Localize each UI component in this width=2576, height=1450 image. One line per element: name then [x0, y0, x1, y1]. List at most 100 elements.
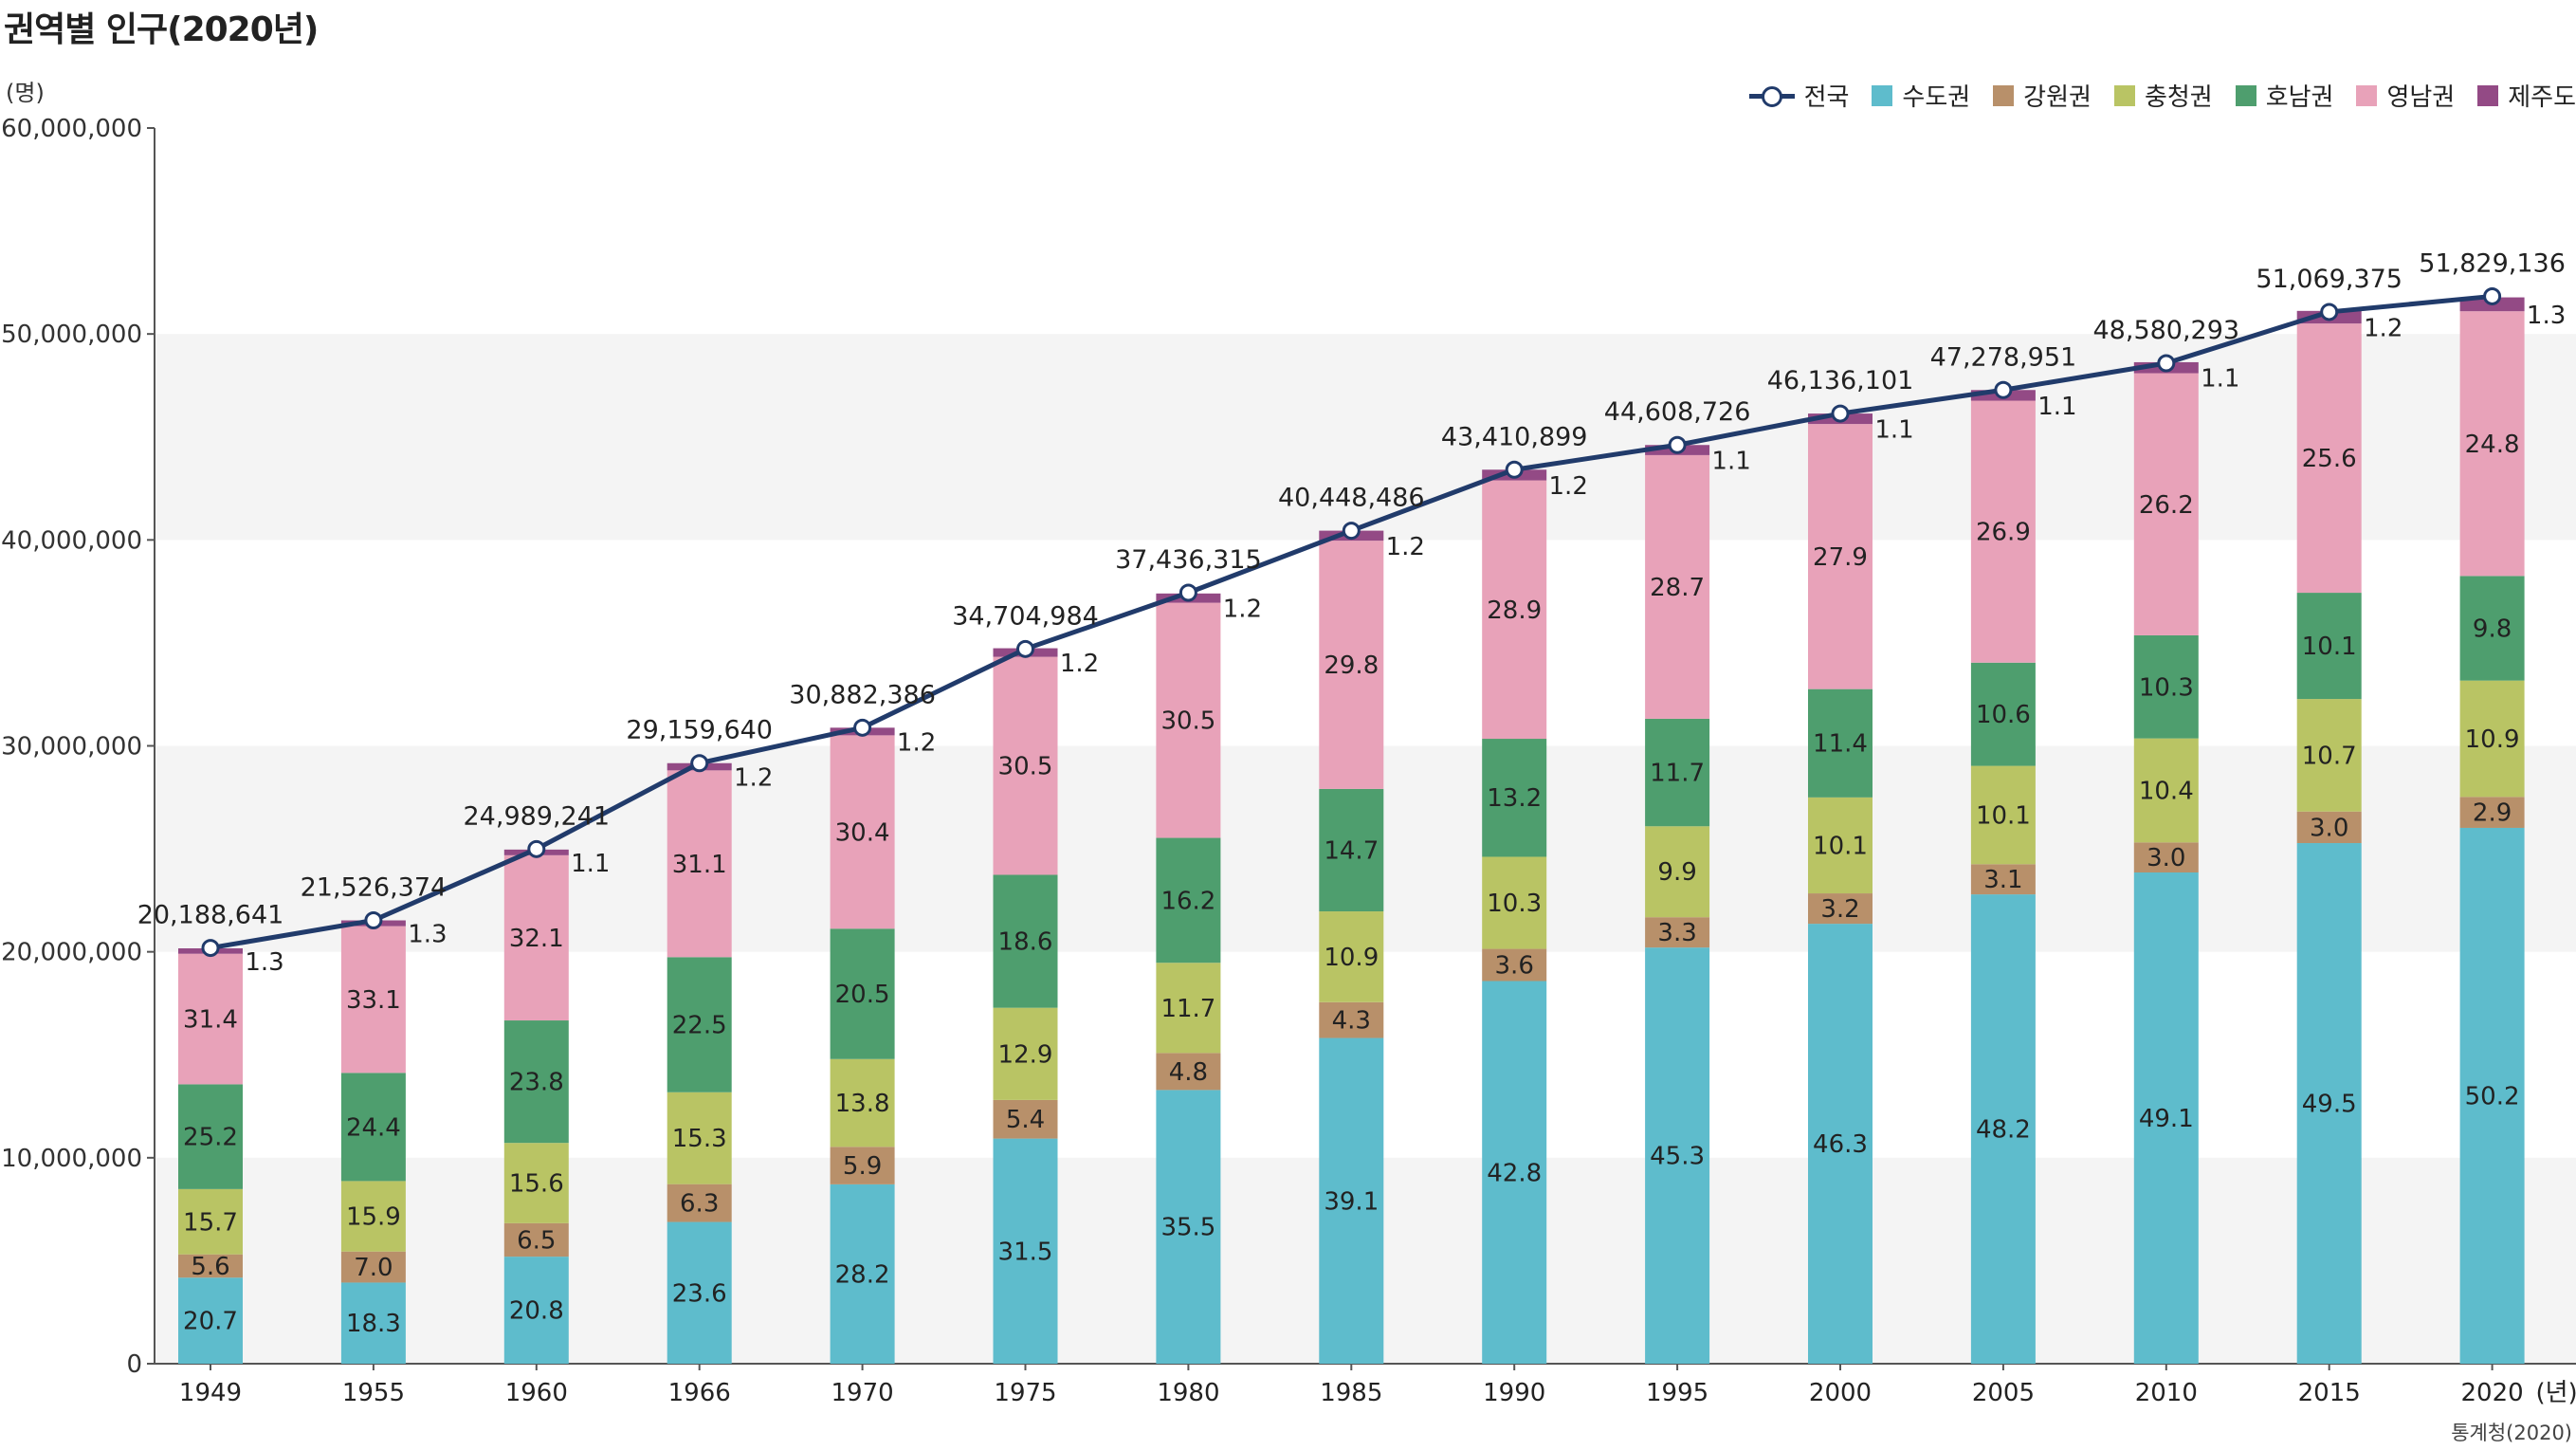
legend-label: 호남권: [2265, 83, 2334, 112]
legend-item: 충청권: [2113, 78, 2213, 113]
bar-value-label: 10.7: [2302, 742, 2357, 770]
bar-value-label: 49.1: [2139, 1105, 2194, 1133]
bar-value-label: 32.1: [509, 925, 564, 953]
bar-value-label: 10.9: [1324, 944, 1379, 972]
bar-segment: [1156, 602, 1221, 838]
bar-segment: [2459, 576, 2525, 681]
national-total-point: [2320, 303, 2339, 321]
bar-segment: [1808, 688, 1873, 798]
bar-value-label: 1.2: [1223, 596, 1262, 624]
bar-segment: [1645, 947, 1710, 1364]
bar-value-label: 20.8: [509, 1297, 564, 1326]
bar-segment: [830, 928, 895, 1059]
national-total-label: 34,704,984: [952, 601, 1099, 631]
legend-swatch: [2477, 84, 2499, 106]
bar-segment: [667, 957, 732, 1092]
bar-value-label: 1.2: [1060, 650, 1099, 678]
national-total-label: 40,448,486: [1278, 484, 1425, 513]
legend-label: 제주도: [2508, 83, 2576, 112]
bar-value-label: 9.9: [1657, 858, 1696, 887]
bar-segment: [178, 1254, 243, 1278]
bar-segment: [1319, 541, 1384, 789]
bar-value-label: 23.8: [509, 1069, 564, 1097]
national-total-point: [690, 754, 709, 773]
bar-segment: [2133, 842, 2199, 872]
bar-segment: [2133, 738, 2199, 843]
bar-value-label: 18.6: [998, 928, 1053, 957]
y-tick-label: 20,000,000: [1, 939, 142, 967]
bar-value-label: 6.3: [680, 1190, 719, 1219]
national-total-point: [1505, 460, 1524, 479]
bar-segment: [340, 1282, 406, 1364]
bar-segment: [178, 1188, 243, 1255]
bar-segment: [993, 1138, 1058, 1364]
legend-label: 전국: [1803, 83, 1850, 112]
bar-value-label: 23.6: [672, 1279, 727, 1308]
bar-value-label: 10.1: [1813, 832, 1868, 860]
bar-value-label: 24.8: [2465, 431, 2520, 459]
bar-segment: [2459, 680, 2525, 798]
bar-value-label: 31.4: [183, 1006, 238, 1035]
bar-value-label: 50.2: [2465, 1082, 2520, 1110]
bar-value-label: 13.8: [835, 1090, 890, 1118]
bar-segment: [2459, 311, 2525, 577]
bar-value-label: 31.1: [672, 851, 727, 879]
bar-value-label: 2.9: [2473, 799, 2512, 828]
bar-value-label: 33.1: [346, 986, 401, 1015]
national-total-label: 24,989,241: [464, 801, 611, 831]
bar-segment: [2296, 593, 2362, 700]
y-tick-label: 50,000,000: [1, 321, 142, 349]
bar-value-label: 31.5: [998, 1238, 1053, 1266]
y-tick-label: 40,000,000: [1, 526, 142, 555]
bar-value-label: 1.1: [571, 850, 610, 878]
bar-segment: [2296, 699, 2362, 812]
bar-segment: [178, 1277, 243, 1364]
legend-swatch: [1993, 84, 2015, 106]
bar-value-label: 1.1: [2037, 393, 2076, 421]
bar-segment: [1156, 1090, 1221, 1364]
legend-swatch: [2356, 84, 2378, 106]
x-tick-label: 2020: [2461, 1379, 2524, 1407]
national-total-label: 30,882,386: [789, 680, 936, 709]
bar-value-label: 39.1: [1324, 1187, 1379, 1216]
source-note: 통계청(2020): [2451, 1422, 2572, 1444]
bar-value-label: 20.7: [183, 1308, 238, 1336]
bar-segment: [2133, 634, 2199, 739]
bar-segment: [1645, 826, 1710, 918]
bar-value-label: 20.5: [835, 981, 890, 1009]
national-total-label: 47,278,951: [1930, 342, 2077, 372]
national-total-label: 21,526,374: [301, 873, 448, 903]
national-total-point: [364, 911, 383, 930]
legend-item: 강원권: [1993, 78, 2092, 113]
legend-item: 호남권: [2235, 78, 2334, 113]
bar-segment: [2296, 811, 2362, 844]
bar-segment: [1319, 788, 1384, 912]
bar-value-label: 10.3: [2139, 673, 2194, 702]
national-total-label: 43,410,899: [1441, 422, 1588, 451]
bar-segment: [2296, 843, 2362, 1364]
national-total-point: [1994, 380, 2013, 399]
x-tick-label: 1955: [342, 1379, 405, 1407]
bar-segment: [667, 770, 732, 958]
bar-value-label: 48.2: [1976, 1116, 2031, 1145]
bar-value-label: 28.7: [1650, 574, 1705, 602]
bar-value-label: 1.2: [734, 764, 773, 793]
bar-value-label: 13.2: [1487, 784, 1542, 813]
x-axis-unit-label: (년): [2535, 1379, 2576, 1407]
bar-value-label: 25.6: [2302, 445, 2357, 473]
bar-value-label: 5.9: [843, 1152, 882, 1181]
bar-value-label: 15.9: [346, 1203, 401, 1232]
bar-segment: [1482, 948, 1547, 982]
bar-segment: [1970, 864, 2036, 895]
bar-value-label: 11.7: [1160, 995, 1215, 1023]
bar-value-label: 10.6: [1976, 701, 2031, 729]
y-tick-label: 10,000,000: [1, 1145, 142, 1173]
bar-segment: [340, 926, 406, 1074]
bar-segment: [503, 1222, 569, 1257]
x-tick-label: 2000: [1809, 1379, 1872, 1407]
bar-segment: [830, 735, 895, 929]
bar-value-label: 1.2: [897, 728, 936, 757]
bar-segment: [993, 874, 1058, 1008]
bar-value-label: 3.0: [2147, 844, 2185, 872]
